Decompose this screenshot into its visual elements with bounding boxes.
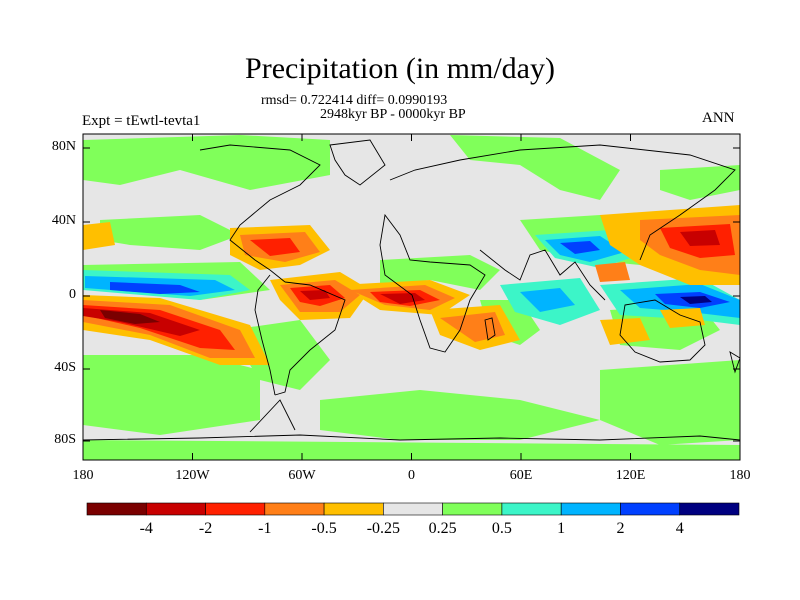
colorbar-swatch: [383, 502, 443, 516]
x-axis-label: 60E: [509, 468, 533, 483]
strong-dry-regions: [100, 310, 160, 324]
x-axis-label: 180: [729, 468, 751, 483]
anomaly-field: [83, 134, 740, 460]
colorbar-swatch: [679, 502, 740, 516]
experiment-label: Expt = tEwtl-tevta1: [82, 113, 201, 129]
colorbar-label: -1: [258, 520, 272, 537]
colorbar-label: 2: [616, 520, 625, 537]
colorbar-label: 4: [675, 520, 684, 537]
y-axis-label: 80S: [54, 432, 76, 447]
x-axis-label: 120E: [615, 468, 646, 483]
colorbar-label: 1: [557, 520, 566, 537]
period-label: 2948kyr BP - 0000kyr BP: [320, 107, 466, 122]
chart-title: Precipitation (in mm/day): [245, 52, 555, 85]
colorbar-label: -0.25: [366, 520, 401, 537]
colorbar-swatch: [442, 502, 503, 516]
colorbar-swatch: [323, 502, 384, 516]
y-ticks: [83, 147, 740, 442]
y-axis-label: 80N: [51, 139, 76, 154]
colorbar-label: -4: [139, 520, 153, 537]
colorbar-label: -2: [198, 520, 213, 537]
strong-wet-regions: [680, 296, 712, 304]
colorbar-swatch: [264, 502, 325, 516]
x-axis-label: 0: [408, 468, 415, 483]
colorbar-swatch: [145, 502, 206, 516]
y-axis-label: 0: [69, 287, 76, 302]
x-axis-label: 60W: [288, 468, 316, 483]
colorbar-swatch: [501, 502, 562, 516]
x-ticks: [82, 134, 741, 460]
coastlines: [83, 139, 740, 441]
colorbar-label: 0.25: [428, 520, 457, 537]
y-axis-label: 40S: [54, 360, 76, 375]
colorbar: [86, 502, 740, 516]
colorbar-label: -0.5: [311, 520, 337, 537]
colorbar-label: 0.5: [491, 520, 512, 537]
season-label: ANN: [702, 110, 735, 126]
stats-line: rmsd= 0.722414 diff= 0.0990193: [261, 93, 448, 108]
y-axis-label: 40N: [51, 213, 76, 228]
x-axis-label: 120W: [175, 468, 210, 483]
colorbar-swatch: [620, 502, 681, 516]
colorbar-swatch: [560, 502, 621, 516]
colorbar-swatch: [86, 502, 147, 516]
x-axis-label: 180: [72, 468, 94, 483]
colorbar-swatch: [205, 502, 266, 516]
